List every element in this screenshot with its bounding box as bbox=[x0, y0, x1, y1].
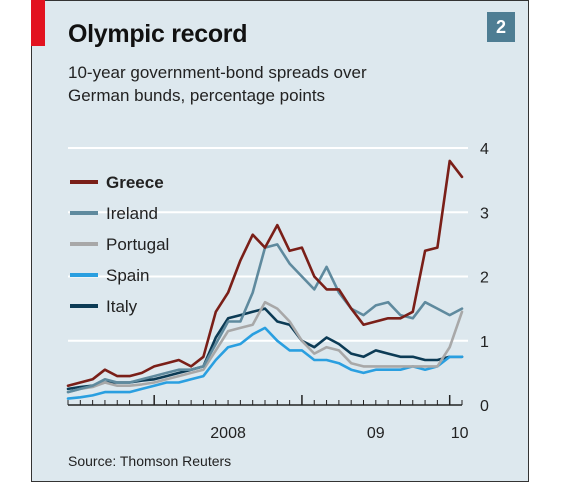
series-lines bbox=[66, 159, 464, 400]
y-tick-label: 4 bbox=[480, 141, 489, 158]
chart-subtitle-line-2: German bunds, percentage points bbox=[68, 86, 326, 105]
legend-label-spain: Spain bbox=[106, 266, 149, 285]
y-tick-label: 2 bbox=[480, 270, 489, 287]
x-tick-label: 10 bbox=[451, 425, 469, 442]
legend-label-greece: Greece bbox=[106, 173, 164, 192]
chart-panel bbox=[31, 0, 529, 482]
x-tick-label: 09 bbox=[367, 425, 385, 442]
y-axis-labels: 0 1 2 3 4 bbox=[480, 141, 489, 415]
series-line-greece bbox=[66, 159, 464, 388]
chart-number-badge: 2 bbox=[487, 12, 515, 42]
y-tick-label: 3 bbox=[480, 205, 489, 222]
legend-label-italy: Italy bbox=[106, 297, 138, 316]
legend: Greece Ireland Portugal Spain Italy bbox=[70, 173, 169, 316]
legend-label-ireland: Ireland bbox=[106, 204, 158, 223]
series-line-spain bbox=[66, 326, 464, 400]
x-tick-label: 2008 bbox=[210, 425, 246, 442]
y-tick-label: 1 bbox=[480, 334, 489, 351]
legend-label-portugal: Portugal bbox=[106, 235, 169, 254]
y-tick-label: 0 bbox=[480, 398, 489, 415]
series-line-portugal bbox=[66, 300, 464, 394]
accent-bar bbox=[31, 0, 45, 46]
gridlines bbox=[68, 147, 468, 342]
source-note: Source: Thomson Reuters bbox=[68, 453, 232, 469]
chart-title: Olympic record bbox=[68, 20, 248, 48]
chart-subtitle-line-1: 10-year government-bond spreads over bbox=[68, 63, 367, 82]
x-axis: 2008 09 10 bbox=[67, 395, 469, 442]
